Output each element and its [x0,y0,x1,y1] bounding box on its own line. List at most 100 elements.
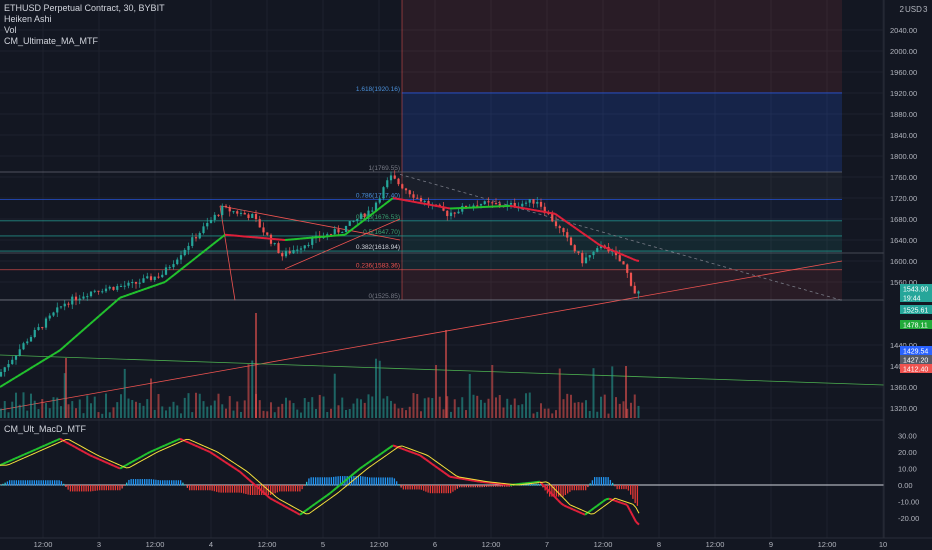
ma-segment [512,205,517,208]
macd-histogram-bar [222,485,225,493]
candle-body [52,312,55,316]
macd-histogram-bar [96,485,99,491]
volume-bar [450,411,452,418]
volume-bar [618,403,621,418]
signal-line-segment [335,491,340,495]
macd-histogram-bar [501,485,504,487]
symbol-title[interactable]: ETHUSD Perpetual Contract, 30, BYBIT [4,3,165,13]
macd-histogram-bar [67,485,69,490]
signal-line-segment [308,511,313,515]
volume-bar [22,392,25,418]
macd-line-segment [362,463,367,468]
macd-line-segment [56,437,61,442]
ma-segment [524,207,529,211]
macd-line-segment [422,456,427,461]
macd-histogram-bar [29,480,31,486]
signal-line-segment [179,440,184,443]
candle-body [311,238,314,245]
volume-bar [157,394,160,418]
signal-line-segment [368,464,373,468]
macd-line-segment [263,492,268,497]
candle-body [239,212,243,214]
candle-body [194,237,198,239]
macd-histogram-bar [454,485,456,491]
price-badge-label: 1525.61 [903,308,928,315]
macd-histogram-bar [36,480,38,486]
volume-bar [442,409,445,418]
ma-segment [557,215,562,219]
macd-histogram-bar [425,485,427,492]
macd-line-segment [215,455,220,459]
ma-segment [98,312,103,317]
macd-line-segment [23,452,28,456]
corner-number-2: 3 [923,5,928,14]
signal-line-segment [227,458,232,462]
ma-segment [197,252,202,257]
fib-label: 0.618(1676.53) [356,214,400,221]
volume-bar [26,410,29,418]
macd-line-segment [104,460,109,465]
macd-line-segment [596,502,601,507]
signal-line-segment [239,466,244,470]
macd-line-segment [617,500,622,504]
macd-line-segment [401,447,406,451]
macd-histogram-bar [285,485,288,492]
macd-histogram-bar [63,483,65,486]
macd-histogram-bar [252,485,254,496]
ma-segment [50,353,55,357]
macd-histogram-bar [481,485,483,488]
macd-histogram-bar [465,485,468,488]
moving-average [0,197,640,388]
macd-histogram-bar [148,479,150,486]
volume-bar [37,409,40,418]
candle-body [262,227,265,233]
signal-line-segment [281,500,286,503]
macd-line-segment [383,448,388,453]
macd-histogram-bar [405,485,407,490]
macd-histogram-bar [625,485,627,490]
macd-line-segment [626,504,631,511]
indicator-vol[interactable]: Vol [4,25,17,35]
time-axis[interactable]: 12:00 3 12:00 4 12:00 5 12:00 6 12:00 7 12:00 8 12:0… [0,537,932,549]
signal-line-segment [428,455,433,459]
macd-histogram-bar [11,480,13,486]
ma-segment [8,378,13,383]
price-tick-label: 1600.00 [890,257,917,266]
macd-histogram-bar [441,485,443,494]
signal-line-segment [263,485,268,490]
macd-line-segment [266,494,271,499]
candle-body [236,211,239,214]
candle-body [101,291,104,293]
volume-bar [333,373,336,418]
macd-histogram-bar [330,477,333,486]
macd-line-segment [26,451,31,455]
price-axis[interactable]: 2040.00 2000.00 1960.00 1920.00 1880.00 1840.… [883,0,919,538]
macd-line-segment [11,457,16,461]
indicator-ma[interactable]: CM_Ultimate_MA_MTF [4,36,99,46]
signal-line-segment [407,447,412,450]
price-badge [900,320,932,329]
signal-line-segment [587,512,592,515]
indicator-heiken-ashi[interactable]: Heiken Ashi [4,14,52,24]
volume-bar [127,398,130,418]
macd-histogram-bar [558,485,560,497]
candle-body [104,288,108,292]
volume-bar [56,397,59,418]
ma-segment [113,299,118,304]
macd-histogram-bar [301,485,303,490]
macd-histogram-bar [180,480,182,486]
candle-body [142,278,145,283]
trendlines[interactable] [0,173,885,411]
ma-segment [71,336,76,341]
volume-bar [397,408,400,418]
macd-title[interactable]: CM_Ult_MacD_MTF [4,424,87,434]
ma-segment [29,365,34,370]
macd-line-segment [239,471,244,476]
ma-segment [515,205,520,209]
macd-histogram-bar [310,477,312,486]
macd-histogram-bar [569,485,571,492]
macd-line-segment [188,441,193,445]
fib-retracement[interactable]: 1.618(1920.16) 1(1769.55) 0.786(1717.40) 0.… [0,86,842,301]
macd-histogram-bar [103,485,105,491]
